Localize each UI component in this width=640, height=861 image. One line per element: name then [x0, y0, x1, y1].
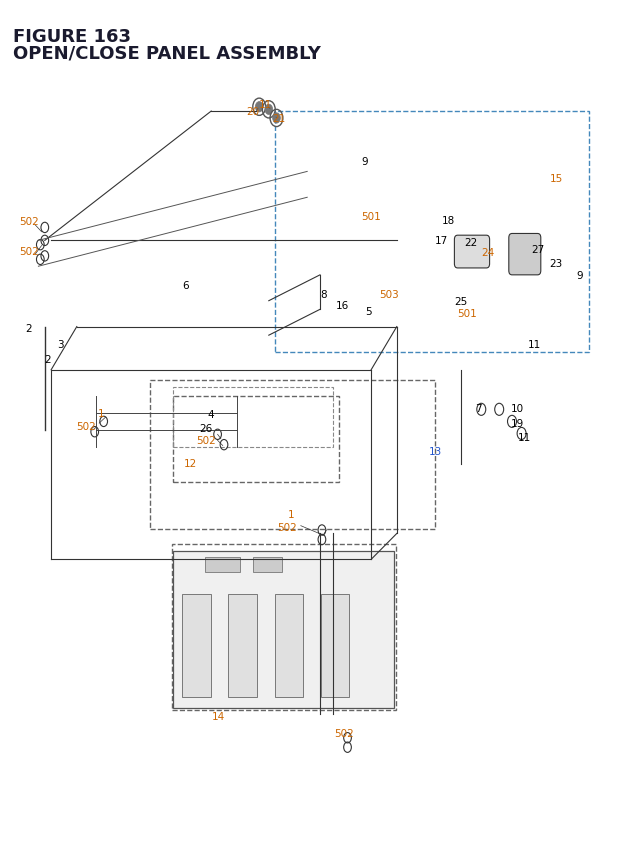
- Bar: [173, 551, 394, 708]
- Text: 14: 14: [212, 711, 225, 722]
- Bar: [228, 594, 257, 697]
- Text: 20: 20: [246, 107, 259, 117]
- Text: 1: 1: [98, 408, 104, 418]
- Bar: [253, 557, 282, 573]
- Text: 3: 3: [58, 339, 64, 350]
- Text: 2: 2: [26, 324, 32, 334]
- Text: 18: 18: [442, 215, 454, 226]
- Text: 501: 501: [362, 212, 381, 222]
- Text: 502: 502: [19, 217, 38, 227]
- Text: 15: 15: [550, 174, 563, 184]
- Text: 12: 12: [184, 458, 197, 468]
- Circle shape: [255, 102, 263, 113]
- Circle shape: [273, 114, 280, 124]
- Text: 13: 13: [429, 446, 442, 456]
- Text: 502: 502: [196, 436, 216, 446]
- Bar: [173, 387, 333, 448]
- Text: 1: 1: [288, 510, 294, 520]
- Text: 503: 503: [380, 289, 399, 300]
- Text: 502: 502: [77, 421, 96, 431]
- Text: 9: 9: [362, 157, 368, 167]
- Bar: [275, 594, 303, 697]
- Text: 11: 11: [259, 100, 272, 110]
- Text: 22: 22: [464, 238, 477, 248]
- Text: 6: 6: [182, 281, 189, 291]
- Text: 8: 8: [320, 289, 326, 300]
- Text: 502: 502: [335, 728, 354, 739]
- FancyBboxPatch shape: [454, 236, 490, 269]
- Bar: [205, 557, 240, 573]
- Bar: [172, 544, 396, 710]
- Text: 16: 16: [336, 300, 349, 311]
- Text: 11: 11: [518, 432, 531, 443]
- FancyBboxPatch shape: [509, 234, 541, 276]
- Text: 5: 5: [365, 307, 371, 317]
- Bar: [321, 594, 349, 697]
- Text: 2: 2: [45, 355, 51, 365]
- Bar: [173, 396, 339, 482]
- Text: 10: 10: [511, 404, 524, 414]
- Bar: [182, 594, 211, 697]
- Text: OPEN/CLOSE PANEL ASSEMBLY: OPEN/CLOSE PANEL ASSEMBLY: [13, 45, 321, 63]
- Text: 25: 25: [454, 296, 467, 307]
- Text: 27: 27: [531, 245, 544, 255]
- Text: 24: 24: [481, 248, 494, 258]
- Text: 502: 502: [277, 522, 296, 532]
- Text: 23: 23: [549, 258, 562, 269]
- Text: 21: 21: [272, 114, 285, 124]
- Circle shape: [265, 105, 273, 115]
- Text: 19: 19: [511, 418, 524, 429]
- Text: 501: 501: [458, 308, 477, 319]
- Text: FIGURE 163: FIGURE 163: [13, 28, 131, 46]
- Text: 9: 9: [576, 270, 582, 281]
- Text: 26: 26: [200, 424, 212, 434]
- Text: 4: 4: [208, 410, 214, 420]
- Bar: [275, 112, 589, 353]
- Text: 11: 11: [528, 339, 541, 350]
- Text: 502: 502: [19, 246, 38, 257]
- Text: 7: 7: [476, 403, 482, 413]
- Bar: [150, 381, 435, 530]
- Text: 17: 17: [435, 236, 448, 246]
